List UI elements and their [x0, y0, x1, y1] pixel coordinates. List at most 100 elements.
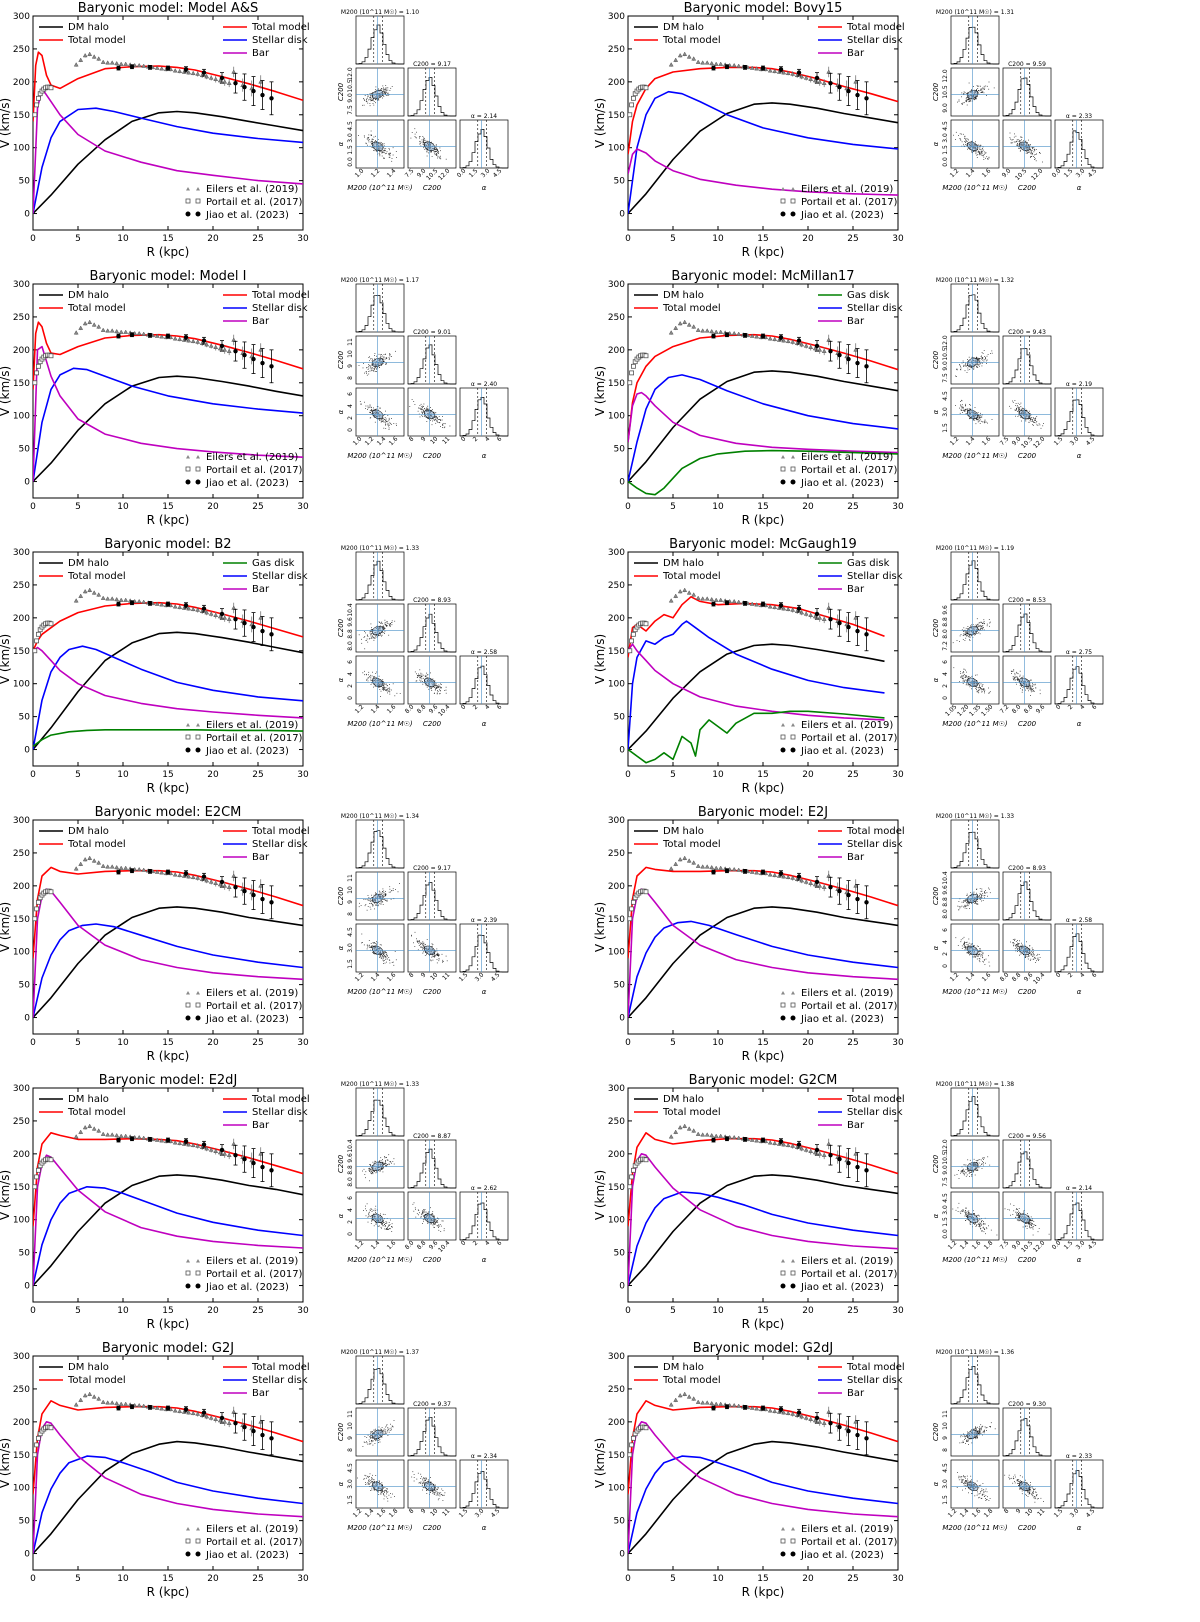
corner-sample [445, 692, 447, 694]
eilers-point [87, 855, 93, 860]
x-tick-label: 20 [802, 770, 814, 780]
portail-point [628, 112, 633, 118]
corner-histogram-frame [407, 335, 457, 385]
corner-sample [422, 407, 423, 408]
corner-histogram-frame [1002, 67, 1052, 117]
portail-point [629, 370, 634, 376]
corner-sample [1017, 416, 1019, 417]
eilers-point [709, 60, 715, 66]
portail-point [34, 906, 39, 912]
corner-sample [1018, 139, 1020, 141]
corner-sample [364, 136, 365, 138]
corner-sample [384, 88, 386, 90]
corner-sample [962, 133, 964, 135]
corner-sample [394, 695, 396, 697]
portail-point [36, 631, 41, 637]
corner-sample [389, 354, 391, 355]
jiao-point [837, 620, 842, 626]
corner-sample [363, 944, 365, 946]
corner-sample [1030, 679, 1032, 681]
corner-sample [376, 355, 377, 357]
corner-sample [358, 906, 360, 908]
eilers-point [691, 324, 697, 329]
corner-sample [374, 369, 375, 370]
corner-sample [387, 415, 389, 416]
corner-sample [977, 88, 979, 89]
corner-sample [383, 956, 385, 958]
corner-sample [418, 675, 420, 677]
eilers-point [821, 348, 827, 353]
series-line-bar [33, 646, 303, 719]
corner-sample [383, 421, 385, 423]
corner-x-tick-label: 1.4 [386, 167, 398, 179]
corner-sample [980, 628, 982, 630]
corner-sample [982, 684, 984, 685]
corner-sample [981, 689, 982, 691]
corner-sample [1031, 149, 1033, 151]
corner-sample [370, 908, 372, 910]
corner-sample [361, 403, 362, 405]
corner-sample [980, 144, 982, 146]
corner-x-tick-label: 4.5 [1085, 435, 1097, 447]
corner-sample [956, 640, 958, 641]
corner-sample [964, 409, 965, 411]
corner-sample [381, 152, 383, 154]
series-line-dm-halo [628, 643, 885, 751]
corner-sample [963, 365, 965, 367]
corner-sample [1034, 684, 1036, 686]
corner-sample [366, 674, 367, 676]
corner-sample [382, 361, 384, 363]
corner-sample [370, 100, 372, 102]
corner-sample [371, 897, 372, 899]
corner-sample [976, 687, 978, 688]
corner-sample [980, 688, 982, 689]
corner-sample [440, 684, 442, 685]
corner-sample [380, 356, 382, 357]
eilers-point [190, 70, 196, 76]
corner-sample [382, 91, 384, 92]
corner-histogram-title: α = 2.75 [1066, 649, 1092, 656]
corner-sample [1034, 150, 1036, 151]
corner-sample [394, 620, 396, 622]
corner-sample [374, 421, 376, 423]
corner-sample [382, 94, 384, 96]
eilers-point [78, 593, 84, 598]
corner-y-tick-label: 6 [347, 660, 354, 664]
corner-y-tick-label: 2 [942, 684, 949, 688]
corner-y-tick-label: 4 [347, 672, 354, 676]
corner-sample [983, 85, 985, 87]
corner-sample [961, 104, 963, 105]
corner-sample [985, 358, 987, 360]
corner-sample [957, 101, 958, 103]
corner-sample [434, 149, 436, 151]
corner-sample [982, 359, 984, 361]
corner-sample [981, 691, 983, 693]
corner-sample [421, 139, 423, 141]
corner-sample [990, 353, 991, 354]
corner-sample [371, 360, 373, 362]
corner-sample [968, 408, 970, 410]
corner-sample [971, 140, 973, 142]
corner-sample [984, 356, 986, 357]
corner-sample [975, 634, 976, 635]
corner-histogram-title: M200 (10^11 M☉) = 1.32 [936, 277, 1014, 284]
corner-sample [976, 89, 977, 91]
legend-marker-portail [195, 198, 201, 204]
corner-x-tick-label: 1.2 [949, 167, 961, 179]
corner-x-tick-label: 0.0 [1051, 167, 1063, 179]
corner-sample [966, 104, 968, 106]
corner-sample [965, 405, 966, 406]
corner-sample [367, 94, 368, 96]
corner-sample [385, 954, 387, 956]
corner-sample [426, 407, 428, 409]
corner-sample [371, 675, 373, 677]
corner-sample [1016, 671, 1017, 673]
corner-sample [978, 358, 979, 360]
eilers-point [808, 344, 814, 349]
legend-label: Portail et al. (2017) [801, 465, 898, 476]
jiao-point [855, 360, 860, 366]
corner-sample [384, 690, 386, 691]
corner-sample [369, 946, 371, 948]
corner-sample [389, 156, 391, 158]
corner-sample [364, 95, 366, 96]
